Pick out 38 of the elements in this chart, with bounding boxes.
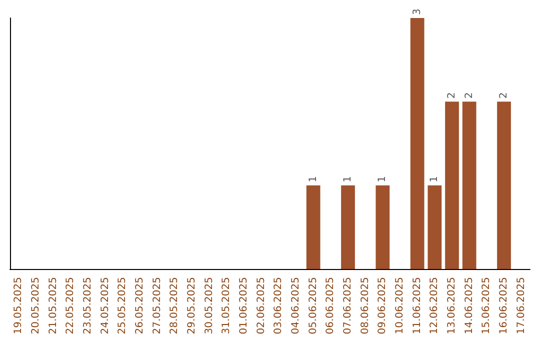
x-tick-label: 11.06.2025 <box>412 277 423 334</box>
x-tick-label: 12.06.2025 <box>429 277 440 334</box>
x-tick-label: 27.05.2025 <box>152 277 163 334</box>
x-tick-label: 04.06.2025 <box>290 277 302 334</box>
x-tick-label: 26.05.2025 <box>134 277 146 334</box>
data-label: 1 <box>308 176 319 182</box>
x-tick-label: 13.06.2025 <box>446 277 458 334</box>
x-tick-label: 07.06.2025 <box>342 277 354 334</box>
data-label: 2 <box>498 92 510 99</box>
x-tick-label: 20.05.2025 <box>30 277 42 334</box>
data-label: 2 <box>464 92 475 99</box>
x-tick-label: 19.05.2025 <box>13 277 24 334</box>
data-label: 1 <box>377 176 388 182</box>
x-tick-label: 01.06.2025 <box>238 277 250 334</box>
x-tick-label: 08.06.2025 <box>360 277 371 334</box>
x-tick-label: 23.05.2025 <box>82 277 94 334</box>
x-tick-label: 09.06.2025 <box>377 277 388 334</box>
x-tick-label: 21.05.2025 <box>48 277 59 334</box>
x-tick-label: 28.05.2025 <box>169 277 180 334</box>
x-tick-label: 14.06.2025 <box>464 277 475 334</box>
x-tick-label: 31.05.2025 <box>221 277 232 334</box>
x-tick-label: 24.05.2025 <box>100 277 111 334</box>
x-tick-label: 16.06.2025 <box>498 277 510 334</box>
x-tick-label: 22.05.2025 <box>65 277 76 334</box>
x-tick-label: 17.06.2025 <box>516 277 527 334</box>
x-tick-label: 30.05.2025 <box>204 277 215 334</box>
x-tick-label: 06.06.2025 <box>325 277 336 334</box>
data-label: 2 <box>446 92 458 99</box>
x-tick-label: 02.06.2025 <box>256 277 267 334</box>
data-label: 1 <box>342 176 354 182</box>
x-tick-label: 03.06.2025 <box>273 277 284 334</box>
x-tick-label: 05.06.2025 <box>308 277 319 334</box>
data-label: 3 <box>412 8 423 15</box>
x-tick-label: 15.06.2025 <box>481 277 492 334</box>
x-tick-label: 10.06.2025 <box>394 277 406 334</box>
data-label: 1 <box>429 176 440 182</box>
x-tick-label: 25.05.2025 <box>117 277 128 334</box>
x-tick-label: 29.05.2025 <box>186 277 198 334</box>
